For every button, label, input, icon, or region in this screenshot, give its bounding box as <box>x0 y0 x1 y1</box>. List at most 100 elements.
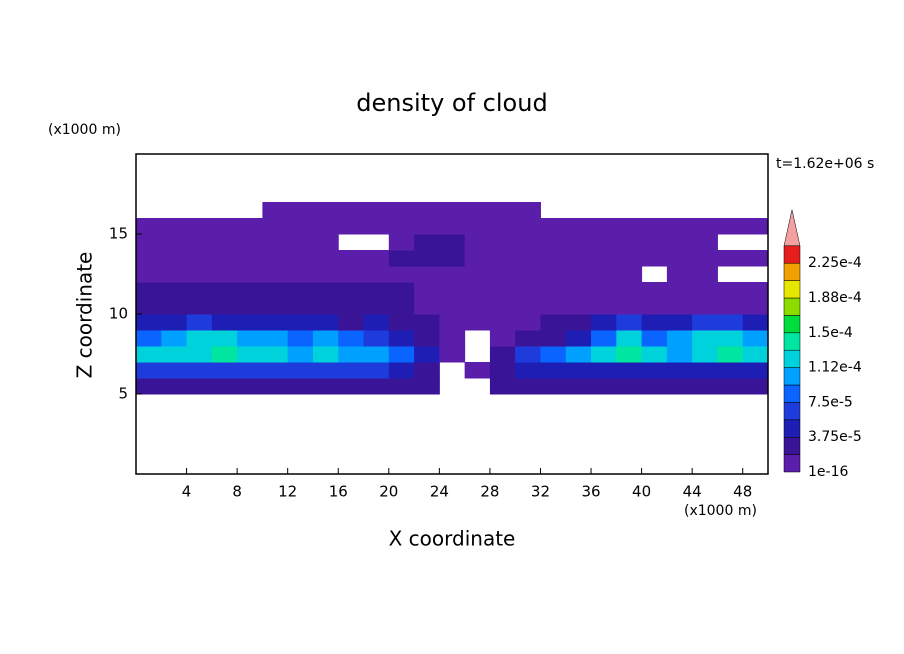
contour-cell <box>338 378 365 395</box>
contour-cell <box>414 346 440 363</box>
contour-cell <box>262 362 289 379</box>
contour-cell <box>692 250 718 267</box>
contour-cell <box>717 298 744 315</box>
contour-cell <box>591 282 617 299</box>
contour-cell <box>186 234 213 251</box>
contour-cell <box>338 282 365 299</box>
contour-cell <box>287 234 314 251</box>
contour-cell <box>641 330 668 347</box>
contour-cell <box>338 330 365 347</box>
contour-cell <box>591 330 617 347</box>
contour-cell <box>742 282 769 299</box>
contour-cell <box>312 346 339 363</box>
contour-cell <box>591 266 617 283</box>
contour-cell <box>262 298 289 315</box>
contour-cell <box>742 298 769 315</box>
colorbar-box <box>783 315 801 334</box>
colorbar-label: 3.75e-5 <box>808 429 862 445</box>
contour-cell <box>464 250 491 267</box>
contour-cell <box>237 282 263 299</box>
contour-cell <box>161 314 188 331</box>
contour-cell <box>666 378 693 395</box>
contour-cell <box>692 282 718 299</box>
contour-cell <box>565 218 592 235</box>
contour-cell <box>287 330 314 347</box>
chart-title: density of cloud <box>356 89 547 117</box>
contour-cell <box>565 362 592 379</box>
contour-cell <box>262 282 289 299</box>
contour-cell <box>540 266 567 283</box>
x-tick-label: 40 <box>632 483 651 501</box>
contour-cell <box>439 266 466 283</box>
contour-cell <box>565 378 592 395</box>
contour-cell <box>591 298 617 315</box>
contour-cell <box>338 250 365 267</box>
y-tick-label: 10 <box>109 305 128 323</box>
contour-cell <box>515 378 541 395</box>
contour-cell <box>540 234 567 251</box>
contour-cell <box>388 266 415 283</box>
contour-cell <box>186 266 213 283</box>
contour-cell <box>742 346 769 363</box>
contour-cell <box>237 378 263 395</box>
contour-cell <box>692 330 718 347</box>
contour-cell <box>717 282 744 299</box>
contour-cell <box>338 298 365 315</box>
contour-cell <box>489 346 516 363</box>
contour-cell <box>414 250 440 267</box>
contour-cell <box>692 314 718 331</box>
contour-cell <box>565 330 592 347</box>
contour-cell <box>312 202 339 219</box>
contour-cell <box>211 266 238 283</box>
contour-cell <box>237 266 263 283</box>
contour-cell <box>262 218 289 235</box>
colorbar-box <box>783 419 801 438</box>
contour-cell <box>363 330 390 347</box>
contour-cell <box>161 378 188 395</box>
contour-cell <box>616 330 643 347</box>
contour-cell <box>237 362 263 379</box>
contour-cell <box>186 250 213 267</box>
contour-cell <box>489 378 516 395</box>
x-tick-label: 12 <box>278 483 297 501</box>
contour-cell <box>540 218 567 235</box>
contour-cell <box>464 362 491 379</box>
colorbar-label: 7.5e-5 <box>808 394 853 410</box>
contour-cell <box>489 218 516 235</box>
time-label: t=1.62e+06 s <box>776 156 874 172</box>
contour-cell <box>363 266 390 283</box>
contour-cell <box>262 250 289 267</box>
contour-cell <box>363 202 390 219</box>
contour-cell <box>666 266 693 283</box>
contour-cell <box>742 218 769 235</box>
contour-cell <box>136 218 162 235</box>
contour-cell <box>161 234 188 251</box>
contour-cell <box>312 362 339 379</box>
contour-cell <box>439 282 466 299</box>
contour-cell <box>616 346 643 363</box>
contour-cell <box>186 314 213 331</box>
contour-cell <box>540 378 567 395</box>
contour-cell <box>211 250 238 267</box>
contour-cell <box>515 218 541 235</box>
contour-cell <box>338 346 365 363</box>
contour-cell <box>489 314 516 331</box>
contour-cell <box>439 346 466 363</box>
contour-cell <box>666 346 693 363</box>
contour-cell <box>742 314 769 331</box>
colorbar-box <box>783 436 801 455</box>
contour-cell <box>363 282 390 299</box>
contour-cell <box>489 234 516 251</box>
contour-cell <box>161 266 188 283</box>
colorbar-box <box>783 402 801 421</box>
contour-cell <box>211 330 238 347</box>
x-tick-label: 36 <box>581 483 600 501</box>
contour-cell <box>287 346 314 363</box>
contour-cell <box>616 298 643 315</box>
colorbar-box <box>783 245 801 264</box>
x-axis-label: X coordinate <box>389 527 516 551</box>
contour-cell <box>414 378 440 395</box>
x-tick-label: 20 <box>379 483 398 501</box>
contour-cell <box>312 218 339 235</box>
contour-cell <box>136 250 162 267</box>
